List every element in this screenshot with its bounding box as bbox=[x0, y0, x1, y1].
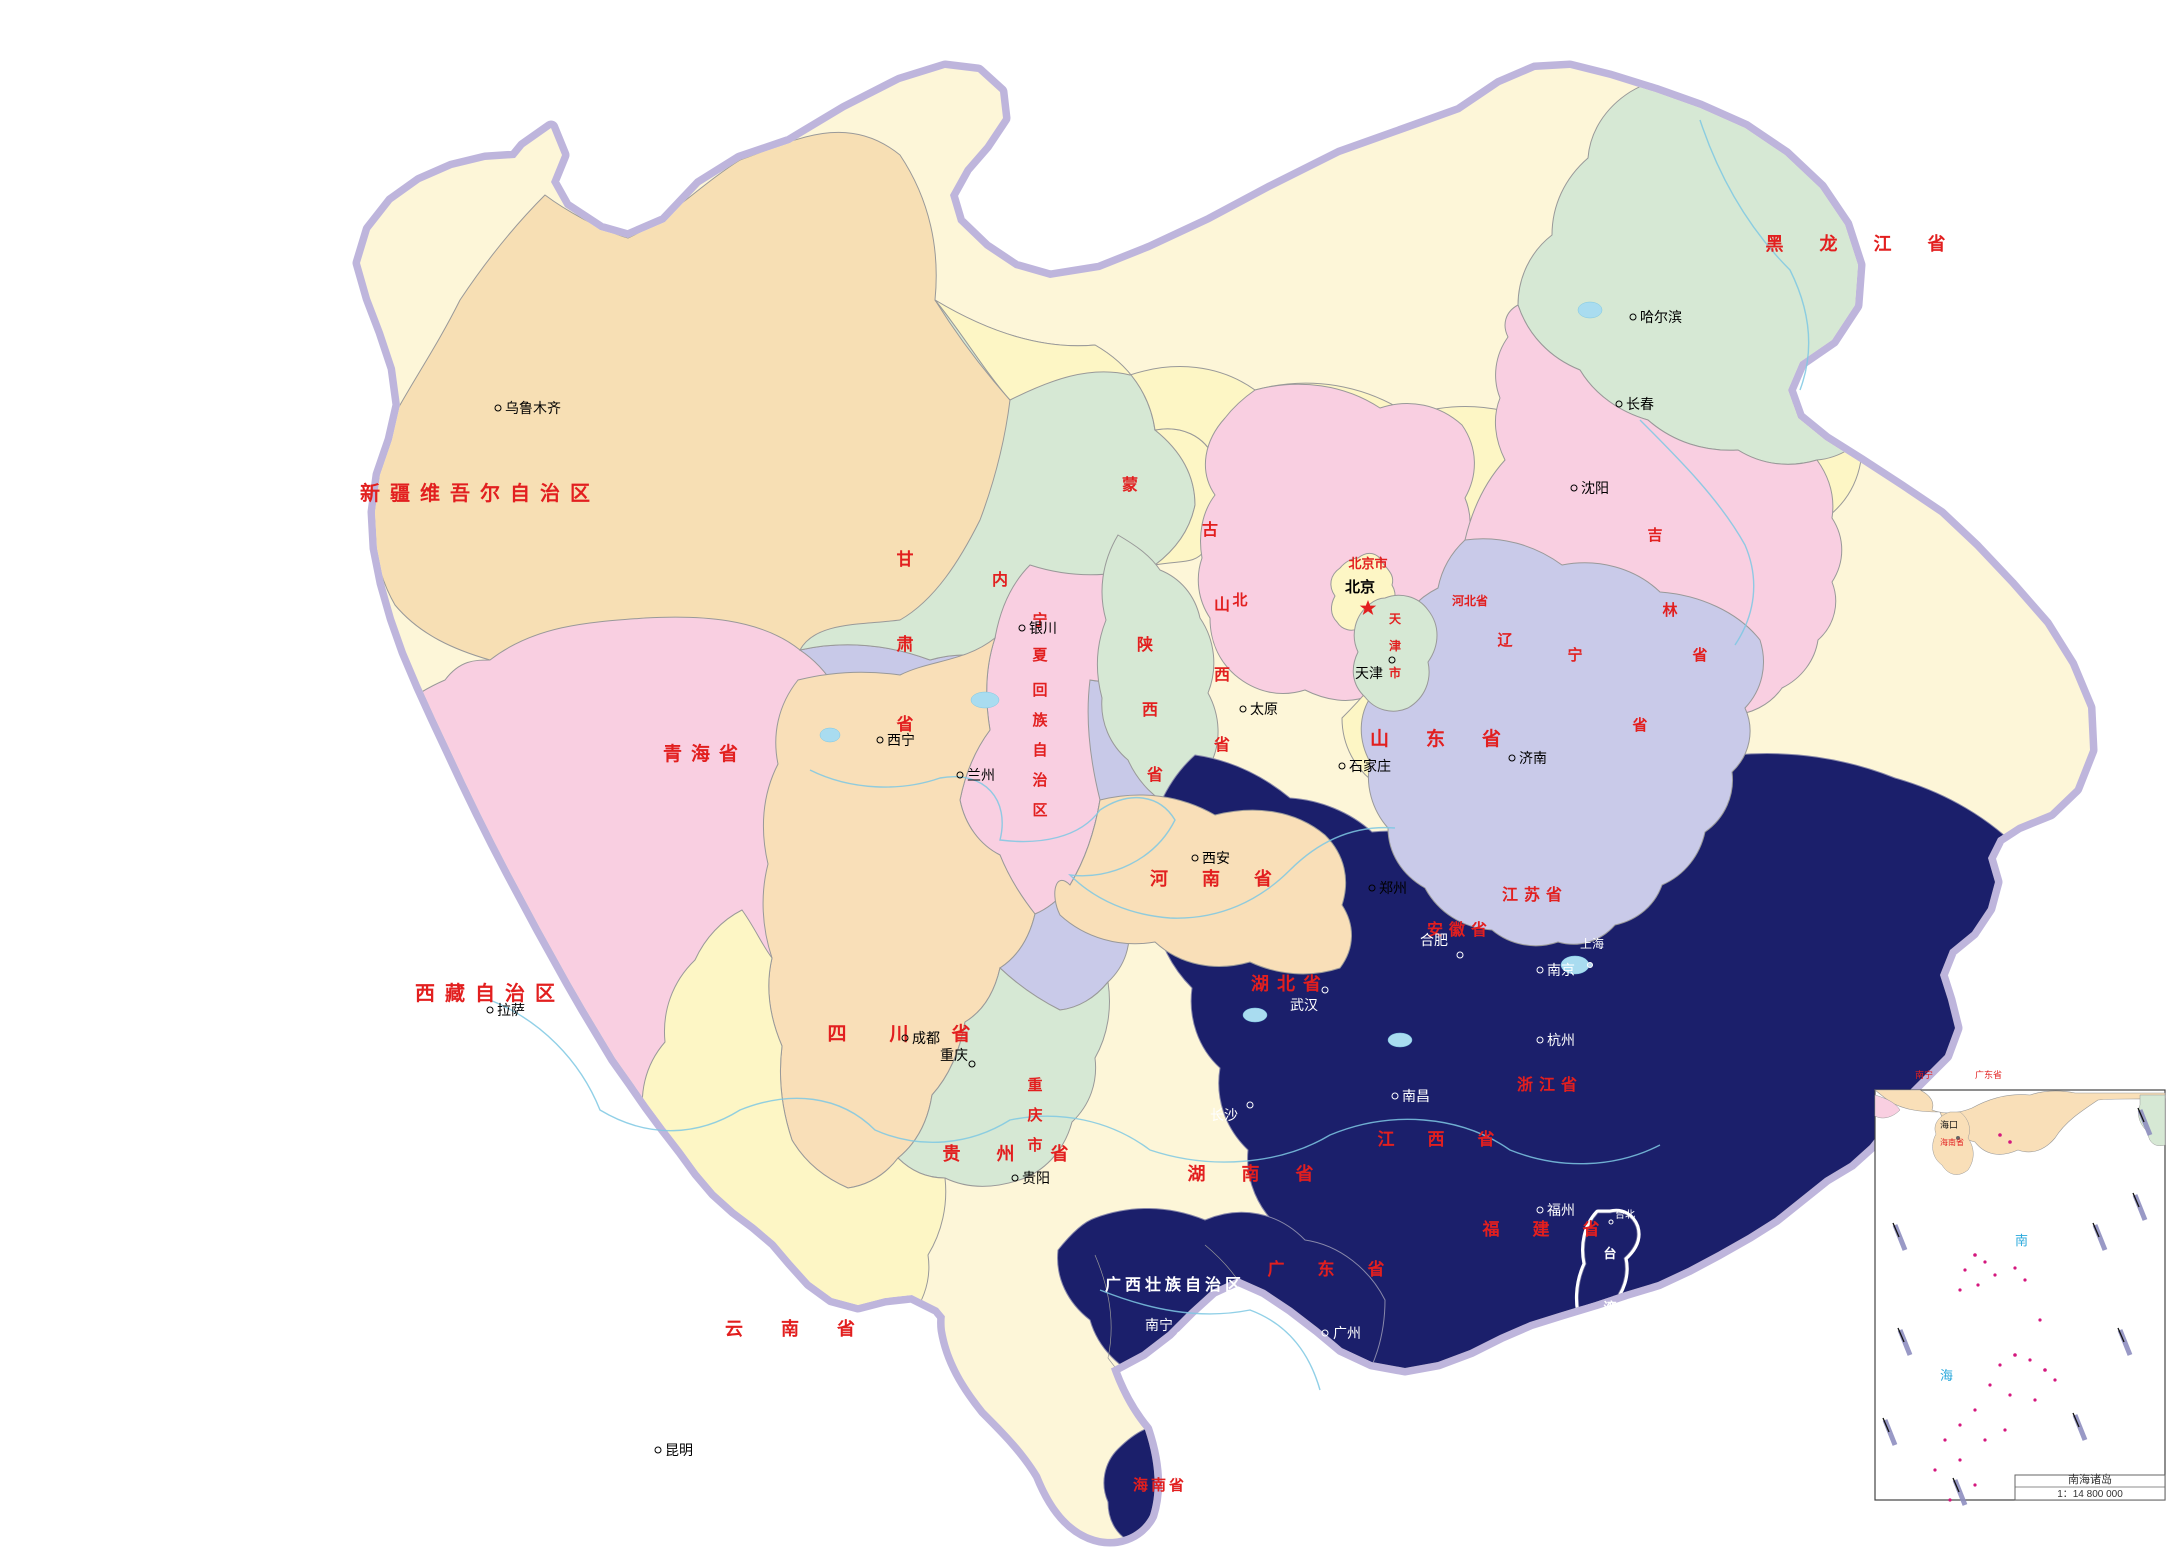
svg-text:乌鲁木齐: 乌鲁木齐 bbox=[505, 400, 561, 416]
svg-text:海: 海 bbox=[1940, 1368, 1953, 1383]
svg-text:江 西 省: 江 西 省 bbox=[1378, 1129, 1503, 1149]
svg-text:重庆: 重庆 bbox=[940, 1047, 968, 1063]
svg-text:台: 台 bbox=[1603, 1246, 1620, 1261]
svg-text:福 建 省: 福 建 省 bbox=[1482, 1219, 1608, 1239]
svg-text:1：14 800 000: 1：14 800 000 bbox=[2057, 1489, 2123, 1500]
svg-text:沈阳: 沈阳 bbox=[1581, 480, 1609, 496]
svg-text:族: 族 bbox=[1032, 711, 1048, 729]
svg-text:哈尔滨: 哈尔滨 bbox=[1640, 309, 1682, 325]
svg-text:湖北省: 湖北省 bbox=[1251, 973, 1329, 994]
svg-text:长春: 长春 bbox=[1626, 396, 1654, 412]
svg-text:辽: 辽 bbox=[1497, 632, 1512, 649]
svg-text:合肥: 合肥 bbox=[1420, 932, 1448, 948]
svg-text:南宁: 南宁 bbox=[1915, 1069, 1933, 1080]
svg-text:贵阳: 贵阳 bbox=[1022, 1170, 1050, 1186]
svg-text:郑州: 郑州 bbox=[1379, 880, 1407, 896]
svg-text:河 南 省: 河 南 省 bbox=[1150, 868, 1280, 889]
svg-text:省: 省 bbox=[1146, 765, 1163, 784]
svg-text:西: 西 bbox=[1214, 666, 1230, 684]
svg-text:林: 林 bbox=[1662, 601, 1678, 619]
svg-text:武汉: 武汉 bbox=[1290, 997, 1318, 1013]
svg-text:治: 治 bbox=[1032, 771, 1047, 789]
svg-text:回: 回 bbox=[1032, 682, 1047, 699]
svg-text:浙江省: 浙江省 bbox=[1517, 1075, 1583, 1094]
svg-text:区: 区 bbox=[1032, 802, 1047, 819]
svg-text:杭州: 杭州 bbox=[1547, 1032, 1575, 1048]
svg-text:南海诸岛: 南海诸岛 bbox=[2068, 1472, 2112, 1486]
svg-text:海口: 海口 bbox=[1195, 1420, 1219, 1435]
svg-text:成都: 成都 bbox=[912, 1030, 940, 1046]
svg-text:北京市: 北京市 bbox=[1348, 556, 1387, 571]
svg-text:昆明: 昆明 bbox=[665, 1442, 693, 1458]
svg-text:天: 天 bbox=[1389, 612, 1402, 626]
svg-text:庆: 庆 bbox=[1027, 1106, 1042, 1124]
svg-text:云 南 省: 云 南 省 bbox=[725, 1318, 865, 1339]
svg-text:四 川 省: 四 川 省 bbox=[827, 1023, 982, 1045]
svg-text:银川: 银川 bbox=[1029, 620, 1057, 636]
svg-text:省: 省 bbox=[1631, 716, 1647, 734]
svg-text:广州: 广州 bbox=[1333, 1325, 1361, 1341]
svg-text:北: 北 bbox=[1232, 592, 1247, 609]
svg-text:湾: 湾 bbox=[1603, 1300, 1620, 1315]
svg-text:海口: 海口 bbox=[1940, 1119, 1958, 1130]
svg-text:蒙: 蒙 bbox=[1122, 475, 1138, 494]
svg-text:省: 省 bbox=[1213, 735, 1230, 754]
svg-text:西: 西 bbox=[1142, 701, 1158, 719]
svg-text:南宁: 南宁 bbox=[1145, 1317, 1173, 1333]
svg-text:兰州: 兰州 bbox=[967, 767, 995, 783]
svg-text:福州: 福州 bbox=[1547, 1202, 1575, 1218]
svg-text:西宁: 西宁 bbox=[887, 732, 915, 748]
svg-text:重: 重 bbox=[1027, 1076, 1042, 1094]
svg-text:海南省: 海南省 bbox=[1133, 1476, 1187, 1494]
svg-text:内: 内 bbox=[992, 570, 1008, 589]
svg-text:上海: 上海 bbox=[1580, 936, 1604, 951]
svg-text:北京: 北京 bbox=[1345, 578, 1375, 596]
svg-text:南: 南 bbox=[2015, 1233, 2028, 1248]
svg-text:山: 山 bbox=[1214, 596, 1230, 614]
svg-text:新疆维吾尔自治区: 新疆维吾尔自治区 bbox=[360, 481, 600, 505]
svg-text:黑 龙 江 省: 黑 龙 江 省 bbox=[1766, 233, 1955, 254]
svg-text:吉: 吉 bbox=[1647, 526, 1662, 544]
svg-text:湖 南 省: 湖 南 省 bbox=[1188, 1163, 1323, 1184]
svg-text:济南: 济南 bbox=[1519, 750, 1547, 766]
svg-text:省: 省 bbox=[1602, 1326, 1620, 1341]
svg-text:江苏省: 江苏省 bbox=[1502, 885, 1568, 904]
svg-text:甘: 甘 bbox=[897, 549, 914, 569]
svg-text:山 东 省: 山 东 省 bbox=[1370, 727, 1510, 750]
svg-text:广东省: 广东省 bbox=[1975, 1069, 2002, 1080]
svg-text:西藏自治区: 西藏自治区 bbox=[415, 981, 565, 1005]
svg-text:南京: 南京 bbox=[1547, 962, 1575, 978]
svg-text:宁: 宁 bbox=[1567, 646, 1582, 664]
svg-text:台北: 台北 bbox=[1615, 1208, 1635, 1221]
svg-text:海南省: 海南省 bbox=[1940, 1137, 1964, 1147]
svg-text:津: 津 bbox=[1389, 638, 1401, 653]
svg-text:天津: 天津 bbox=[1355, 665, 1383, 681]
svg-text:南昌: 南昌 bbox=[1402, 1088, 1430, 1104]
svg-text:古: 古 bbox=[1202, 520, 1218, 539]
svg-text:河北省: 河北省 bbox=[1451, 593, 1488, 608]
svg-text:省: 省 bbox=[1691, 646, 1707, 664]
svg-text:肃: 肃 bbox=[897, 635, 914, 654]
svg-text:石家庄: 石家庄 bbox=[1349, 758, 1391, 774]
svg-text:陕: 陕 bbox=[1137, 635, 1153, 654]
svg-text:自: 自 bbox=[1032, 741, 1047, 759]
svg-text:长沙: 长沙 bbox=[1210, 1107, 1238, 1123]
svg-text:省: 省 bbox=[896, 714, 914, 734]
svg-text:青海省: 青海省 bbox=[663, 742, 747, 765]
svg-text:太原: 太原 bbox=[1250, 701, 1278, 717]
svg-text:拉萨: 拉萨 bbox=[497, 1002, 525, 1018]
svg-text:夏: 夏 bbox=[1031, 647, 1048, 664]
svg-text:贵 州 省: 贵 州 省 bbox=[943, 1143, 1078, 1164]
svg-text:市: 市 bbox=[1389, 665, 1401, 680]
svg-text:广西壮族自治区: 广西壮族自治区 bbox=[1105, 1275, 1245, 1294]
svg-text:广 东 省: 广 东 省 bbox=[1268, 1259, 1393, 1279]
svg-text:西安: 西安 bbox=[1202, 850, 1230, 866]
